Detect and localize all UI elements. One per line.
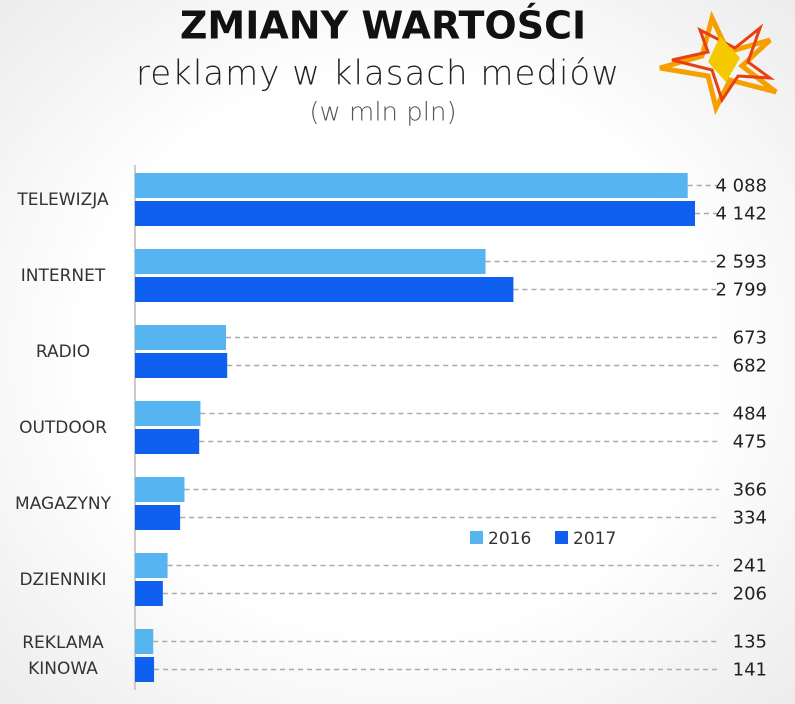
bar bbox=[135, 477, 185, 502]
category-label: TELEWIZJA bbox=[17, 189, 109, 210]
bar bbox=[135, 429, 200, 454]
category-label: OUTDOOR bbox=[19, 417, 107, 438]
value-label: 141 bbox=[733, 660, 767, 681]
value-label: 484 bbox=[733, 404, 767, 425]
bar bbox=[135, 553, 168, 578]
value-label: 2 799 bbox=[715, 280, 767, 301]
logo bbox=[659, 10, 778, 116]
value-label: 673 bbox=[733, 328, 767, 349]
legend-swatch bbox=[470, 531, 483, 544]
value-label: 241 bbox=[733, 556, 767, 577]
value-label: 366 bbox=[733, 480, 767, 501]
category-label: DZIENNIKI bbox=[19, 569, 107, 590]
title: ZMIANY WARTOŚCI bbox=[180, 4, 586, 48]
value-label: 4 142 bbox=[715, 204, 767, 225]
bar bbox=[135, 277, 514, 302]
value-label: 206 bbox=[733, 584, 767, 605]
value-label: 475 bbox=[733, 432, 767, 453]
bar bbox=[135, 581, 163, 606]
category-label: INTERNET bbox=[20, 265, 106, 286]
bar bbox=[135, 325, 226, 350]
legend-label: 2017 bbox=[573, 529, 616, 549]
value-label: 135 bbox=[733, 632, 767, 653]
bar bbox=[135, 629, 154, 654]
bar bbox=[135, 657, 155, 682]
legend-swatch bbox=[555, 531, 568, 544]
bar bbox=[135, 173, 688, 198]
bar bbox=[135, 201, 695, 226]
subtitle: reklamy w klasach mediów bbox=[136, 54, 620, 94]
bar bbox=[135, 353, 228, 378]
bar bbox=[135, 249, 486, 274]
category-label: REKLAMA KINOWA bbox=[22, 632, 104, 679]
category-label: MAGAZYNY bbox=[15, 493, 111, 514]
legend-label: 2016 bbox=[488, 529, 531, 549]
bar bbox=[135, 505, 181, 530]
unit-note: (w mln pln) bbox=[309, 98, 456, 128]
value-label: 682 bbox=[733, 356, 767, 377]
value-label: 2 593 bbox=[715, 252, 767, 273]
value-label: 4 088 bbox=[715, 176, 767, 197]
bar bbox=[135, 401, 201, 426]
category-label: RADIO bbox=[35, 341, 91, 362]
value-label: 334 bbox=[733, 508, 767, 529]
